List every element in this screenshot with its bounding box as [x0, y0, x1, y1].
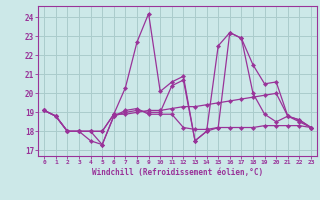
X-axis label: Windchill (Refroidissement éolien,°C): Windchill (Refroidissement éolien,°C) [92, 168, 263, 177]
